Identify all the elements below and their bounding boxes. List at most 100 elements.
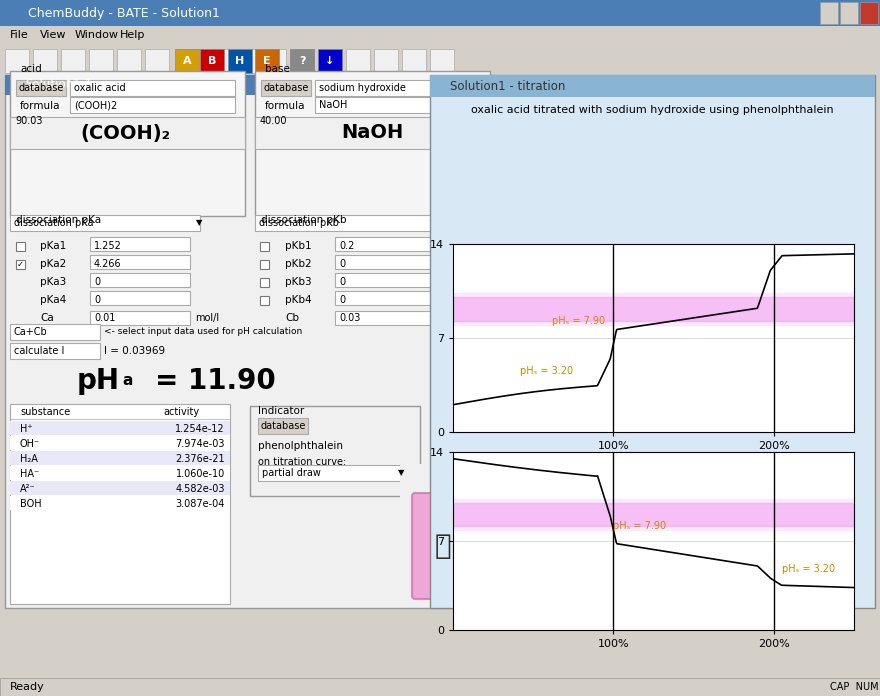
Bar xyxy=(10,71,245,216)
Bar xyxy=(70,97,235,113)
Bar xyxy=(200,49,224,73)
Text: 7.974e-03: 7.974e-03 xyxy=(175,439,225,449)
Text: 4.266: 4.266 xyxy=(94,259,121,269)
Text: formula: formula xyxy=(265,101,305,111)
Text: 1.254e-12: 1.254e-12 xyxy=(175,424,225,434)
Text: View: View xyxy=(40,30,67,40)
Text: ↓: ↓ xyxy=(326,56,334,66)
Text: pKa1: pKa1 xyxy=(40,241,66,251)
Bar xyxy=(0,26,880,44)
Bar xyxy=(260,242,269,251)
Bar xyxy=(400,464,490,604)
Text: E: E xyxy=(263,56,271,66)
Text: 3.087e-04: 3.087e-04 xyxy=(176,499,225,509)
Text: base: base xyxy=(265,64,290,74)
Text: File: File xyxy=(10,30,29,40)
Bar xyxy=(10,343,100,359)
Bar xyxy=(10,324,100,340)
Bar xyxy=(0,678,880,696)
Bar xyxy=(318,49,342,73)
Text: 0.01: 0.01 xyxy=(94,313,115,323)
Bar xyxy=(260,296,269,305)
Text: Solution1:1: Solution1:1 xyxy=(25,79,92,91)
Text: pKa2: pKa2 xyxy=(40,259,66,269)
Text: 0.2: 0.2 xyxy=(339,241,355,251)
Bar xyxy=(318,49,342,73)
Bar xyxy=(430,49,454,73)
Text: BOH: BOH xyxy=(20,499,41,509)
Bar xyxy=(430,75,875,608)
Text: CAP  NUM: CAP NUM xyxy=(830,682,878,692)
Text: pKb2: pKb2 xyxy=(285,259,312,269)
Text: Window: Window xyxy=(75,30,119,40)
Text: H: H xyxy=(235,56,245,66)
Text: pH: pH xyxy=(77,367,120,395)
Bar xyxy=(10,421,230,435)
Text: B: B xyxy=(208,56,216,66)
Text: NaOH: NaOH xyxy=(319,100,348,110)
Text: Solution1 - titration: Solution1 - titration xyxy=(450,79,565,93)
Bar xyxy=(453,322,854,326)
Bar xyxy=(453,293,854,297)
Text: pHₛ = 7.90: pHₛ = 7.90 xyxy=(553,317,605,326)
Bar xyxy=(453,499,854,503)
Text: formula: formula xyxy=(20,101,61,111)
Bar xyxy=(90,273,190,287)
Text: (COOH)2: (COOH)2 xyxy=(74,100,117,110)
Text: 0: 0 xyxy=(94,277,100,287)
Text: pHₛ = 3.20: pHₛ = 3.20 xyxy=(781,564,834,574)
Bar xyxy=(33,49,57,73)
Text: Ca: Ca xyxy=(40,313,54,323)
Bar xyxy=(5,75,495,95)
Bar xyxy=(175,49,199,73)
Bar xyxy=(5,49,29,73)
Text: acid: acid xyxy=(20,64,41,74)
Bar xyxy=(90,255,190,269)
Bar xyxy=(10,117,245,149)
Text: OH⁻: OH⁻ xyxy=(20,439,40,449)
Bar xyxy=(258,418,308,434)
Bar xyxy=(90,311,190,325)
Bar xyxy=(435,77,453,93)
Text: (COOH)₂: (COOH)₂ xyxy=(80,123,170,143)
Text: A: A xyxy=(183,56,191,66)
Text: ▼: ▼ xyxy=(398,468,405,477)
Bar xyxy=(840,2,858,24)
Bar xyxy=(10,436,230,450)
Text: Cb: Cb xyxy=(285,313,299,323)
Text: a: a xyxy=(122,373,132,388)
Text: pKa3: pKa3 xyxy=(40,277,66,287)
Text: 4.582e-03: 4.582e-03 xyxy=(175,484,225,494)
Bar xyxy=(16,260,25,269)
Text: 🧪: 🧪 xyxy=(435,532,451,560)
Bar xyxy=(206,49,230,73)
Bar xyxy=(10,481,230,495)
Text: partial draw: partial draw xyxy=(262,468,321,478)
Bar xyxy=(250,406,420,496)
Text: on titration curve:: on titration curve: xyxy=(258,457,346,467)
Bar xyxy=(70,80,235,96)
Bar xyxy=(453,503,854,526)
Text: 40.00: 40.00 xyxy=(260,116,288,126)
Text: <- select input data used for pH calculation: <- select input data used for pH calcula… xyxy=(104,328,302,336)
Bar xyxy=(117,49,141,73)
Bar xyxy=(5,75,495,608)
Bar xyxy=(402,49,426,73)
Text: activity: activity xyxy=(164,407,200,417)
Bar xyxy=(475,77,493,93)
Text: phenolphthalein: phenolphthalein xyxy=(258,441,343,451)
Bar xyxy=(453,297,854,322)
FancyBboxPatch shape xyxy=(412,493,473,599)
Bar xyxy=(335,255,435,269)
Bar xyxy=(10,215,200,231)
Text: oxalic acid titrated with sodium hydroxide using phenolphthalein: oxalic acid titrated with sodium hydroxi… xyxy=(471,105,834,115)
Bar xyxy=(262,49,286,73)
Text: dissociation pKa: dissociation pKa xyxy=(14,218,93,228)
Bar xyxy=(255,49,279,73)
Text: ✓: ✓ xyxy=(17,260,24,269)
Bar xyxy=(260,260,269,269)
Bar xyxy=(90,291,190,305)
Text: 0: 0 xyxy=(94,295,100,305)
Bar xyxy=(255,71,490,216)
Text: ?: ? xyxy=(298,56,305,66)
